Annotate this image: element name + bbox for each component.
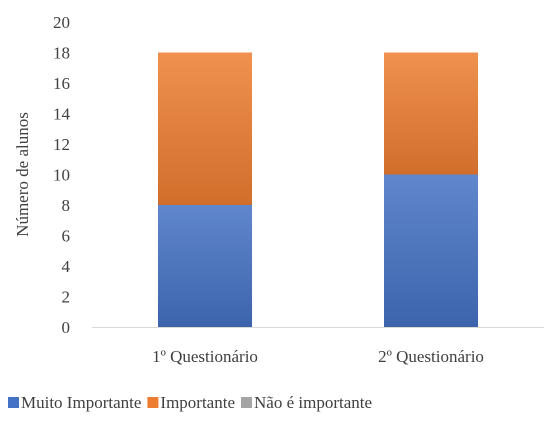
y-tick-label: 10 [53, 166, 70, 185]
x-category-label: 1º Questionário [152, 347, 258, 366]
y-tick-label: 0 [62, 318, 71, 337]
y-tick-label: 12 [53, 135, 70, 154]
y-tick-label: 16 [53, 74, 70, 93]
y-axis-ticks: 0 2 4 6 8 10 12 14 16 18 20 [53, 13, 71, 337]
y-tick-label: 14 [53, 105, 71, 124]
y-tick-label: 4 [62, 257, 71, 276]
legend: Muito Importante Importante Não é importan… [8, 393, 372, 412]
legend-swatch [147, 397, 159, 408]
legend-label: Não é importante [254, 393, 372, 412]
y-tick-label: 6 [62, 227, 71, 246]
bars [158, 52, 478, 327]
y-tick-label: 18 [53, 44, 70, 63]
x-axis-labels: 1º Questionário 2º Questionário [152, 347, 484, 366]
y-axis-label: Número de alunos [13, 112, 32, 237]
legend-swatch [8, 397, 19, 408]
x-category-label: 2º Questionário [378, 347, 484, 366]
bar-segment [158, 205, 252, 327]
y-tick-label: 8 [62, 196, 71, 215]
bar-segment [384, 52, 478, 175]
legend-label: Muito Importante [21, 393, 141, 412]
bar-segment [158, 52, 252, 205]
legend-label: Importante [160, 393, 235, 412]
y-tick-label: 20 [53, 13, 70, 32]
y-tick-label: 2 [62, 288, 71, 307]
legend-swatch [241, 397, 252, 408]
bar-segment [384, 174, 478, 327]
